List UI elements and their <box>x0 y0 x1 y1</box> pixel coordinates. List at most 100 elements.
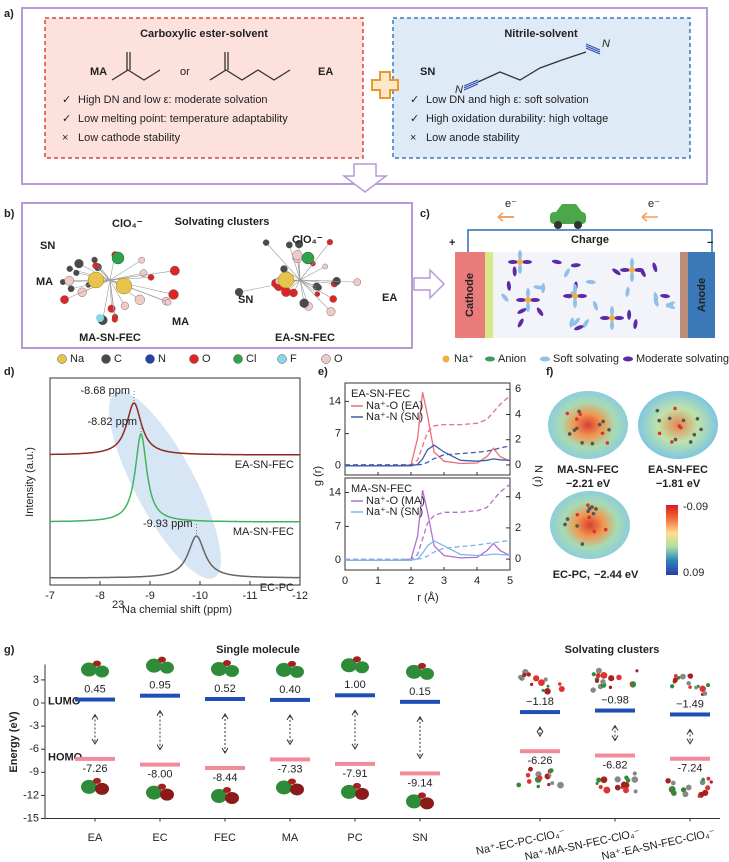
cluster-atom <box>608 685 613 690</box>
solvent <box>614 316 624 320</box>
ester-box <box>44 17 364 159</box>
x-tick-label: -9 <box>145 590 155 602</box>
colorbar-label: 0.09 <box>683 567 704 579</box>
atom-label: EA <box>382 292 397 304</box>
cluster-atom <box>632 771 637 776</box>
atom <box>575 417 579 421</box>
cluster-atom <box>685 784 692 791</box>
cluster-atom <box>705 785 711 791</box>
item-text: Low anode stability <box>426 132 520 144</box>
solvent <box>634 268 644 272</box>
orbital-lobe <box>353 656 361 663</box>
legend-swatch <box>277 354 287 364</box>
legend-label: N <box>158 353 166 365</box>
bond <box>299 279 319 288</box>
orbital-lobe <box>158 656 166 663</box>
legend-label: Na⁺ <box>454 353 474 365</box>
cluster-atom <box>603 786 611 794</box>
panel-title: Solvating clusters <box>175 216 270 228</box>
value-label: −1.49 <box>676 698 704 710</box>
energy-level <box>75 756 115 761</box>
orbital-lobe <box>160 788 174 801</box>
atom <box>234 287 244 297</box>
energy-level <box>595 708 635 713</box>
legend-swatch <box>145 354 155 364</box>
energy-level <box>670 756 710 761</box>
atom <box>326 239 333 246</box>
orbital-lobe <box>223 786 231 793</box>
x-tick-label: 4 <box>474 575 480 587</box>
molecule-bond <box>463 83 479 91</box>
cluster-atom <box>547 782 551 787</box>
plot-frame <box>344 382 511 476</box>
series-label: EA-SN-FEC <box>235 459 294 471</box>
binding-energy: −2.21 eV <box>566 478 611 490</box>
spectrum <box>50 535 300 579</box>
atom <box>326 307 336 317</box>
x-tick-label: -7 <box>45 590 55 602</box>
plot-frame <box>49 377 301 586</box>
x-tick-label: SN <box>412 832 427 844</box>
energy-level <box>520 710 560 715</box>
atom <box>580 542 585 546</box>
y2-tick-label: 2 <box>515 522 521 534</box>
orbital-lobe <box>93 660 101 667</box>
arrow-head <box>91 713 99 745</box>
cei <box>485 252 493 338</box>
cluster-atom <box>600 671 608 679</box>
atom <box>673 437 678 442</box>
orbital-lobe <box>420 667 434 680</box>
atom <box>277 271 295 289</box>
solvent <box>572 317 580 326</box>
cluster-atom <box>702 789 709 797</box>
atom <box>115 277 133 295</box>
bond <box>109 259 142 281</box>
value-label: -8.00 <box>147 769 172 781</box>
item-mark: ✓ <box>62 113 71 125</box>
cluster-atom <box>672 677 678 683</box>
polarity: + <box>449 237 455 249</box>
electron: e⁻ <box>648 198 660 210</box>
x-tick-label: PC <box>347 832 362 844</box>
solvent <box>653 297 659 307</box>
axis-label: Energy (eV) <box>8 711 20 772</box>
bond <box>299 279 335 284</box>
atom <box>688 440 693 444</box>
cluster-atom <box>688 685 692 689</box>
orbital-lobe <box>146 785 162 800</box>
legend-swatch <box>321 354 331 364</box>
solvent <box>592 300 598 311</box>
sodium <box>517 259 523 265</box>
atom-label: SN <box>238 294 253 306</box>
atom <box>597 422 602 427</box>
bond <box>289 244 301 281</box>
cluster-atom <box>550 781 555 785</box>
group-title: Single molecule <box>216 644 300 656</box>
solvent <box>574 325 584 331</box>
legend-swatch <box>540 356 550 362</box>
cluster-name: EC-PC, <box>553 569 590 581</box>
cluster-atom <box>680 673 686 680</box>
x-tick-label: EC <box>152 832 167 844</box>
atom-label: SN <box>40 240 55 252</box>
orbital-lobe <box>276 780 292 795</box>
atom <box>73 269 80 276</box>
legend-swatch <box>101 354 111 364</box>
cluster-atom <box>600 776 608 784</box>
level-name: HOMO <box>48 752 83 764</box>
bond <box>102 279 111 321</box>
molecule-name: SN <box>420 66 435 78</box>
item-text: High oxidation durability: high voltage <box>426 113 608 125</box>
energy-level <box>670 712 710 717</box>
box-title: Nitrile-solvent <box>504 28 578 40</box>
solvent <box>518 264 523 274</box>
energy-level <box>335 693 375 698</box>
orbital-lobe <box>420 797 434 810</box>
legend-swatch <box>485 356 495 362</box>
panel-label: c) <box>420 208 430 220</box>
atom <box>670 440 674 444</box>
cluster-atom <box>600 679 606 685</box>
legend-label: O <box>202 353 211 365</box>
energy-level <box>140 762 180 767</box>
bond <box>109 279 126 306</box>
